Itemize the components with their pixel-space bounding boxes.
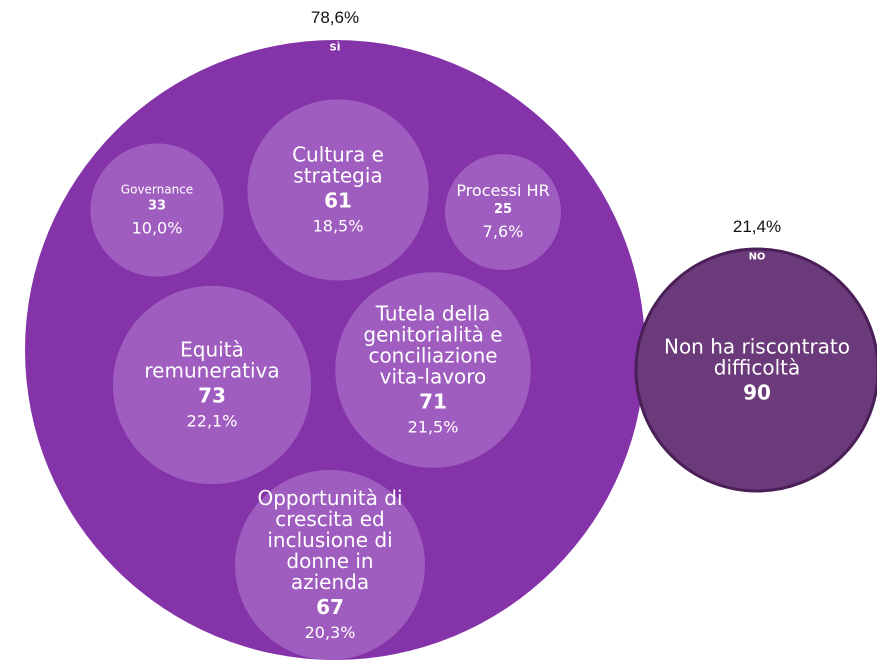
group-share-label: 21,4% bbox=[732, 217, 782, 236]
value-label: 73 bbox=[198, 383, 226, 408]
share-label: 18,5% bbox=[312, 216, 364, 236]
category-label: Equità remunerativa bbox=[144, 337, 280, 383]
category-label: Cultura e strategia bbox=[292, 142, 384, 188]
group-name: NO bbox=[748, 251, 766, 263]
value-label: 33 bbox=[147, 197, 167, 213]
bubble bbox=[445, 154, 561, 270]
value-label: 67 bbox=[316, 595, 344, 620]
bubble-label: Cultura e strategia 61 18,5% bbox=[263, 142, 412, 236]
bubble-label: Non ha riscontrato difficoltà 90 bbox=[657, 334, 857, 405]
share-label: 20,3% bbox=[304, 623, 356, 643]
bubble-label: Opportunità di crescita ed inclusione di… bbox=[252, 488, 409, 642]
share-label: 10,0% bbox=[131, 218, 183, 238]
bubble bbox=[235, 470, 425, 660]
category-label: Non ha riscontrato difficoltà bbox=[663, 334, 851, 380]
category-label: Processi HR bbox=[456, 181, 550, 201]
bubble bbox=[112, 285, 312, 485]
share-label: 21,5% bbox=[407, 417, 459, 437]
value-label: 71 bbox=[419, 389, 447, 414]
bubble bbox=[90, 143, 224, 277]
bubble-label: Equità remunerativa 73 22,1% bbox=[130, 337, 294, 431]
bubble-label: Processi HR 25 7,6% bbox=[455, 181, 551, 242]
category-label: Opportunità di crescita ed inclusione di… bbox=[257, 486, 403, 595]
value-label: 61 bbox=[324, 188, 352, 213]
share-label: 7,6% bbox=[482, 222, 524, 242]
share-label: 22,1% bbox=[186, 411, 238, 431]
category-label: Governance bbox=[120, 182, 194, 197]
value-label: 25 bbox=[493, 201, 513, 217]
bubble bbox=[335, 272, 531, 468]
bubble-label: Governance 33 10,0% bbox=[102, 183, 212, 236]
value-label: 90 bbox=[743, 380, 771, 405]
bubble-label: Tutela della genitorialità e conciliazio… bbox=[352, 301, 513, 437]
group-bubble bbox=[634, 247, 877, 493]
bubble bbox=[247, 99, 429, 281]
category-label: Tutela della genitorialità e conciliazio… bbox=[363, 301, 503, 389]
group-name: SÌ bbox=[329, 42, 341, 54]
group-share-label: 78,6% bbox=[310, 8, 360, 27]
